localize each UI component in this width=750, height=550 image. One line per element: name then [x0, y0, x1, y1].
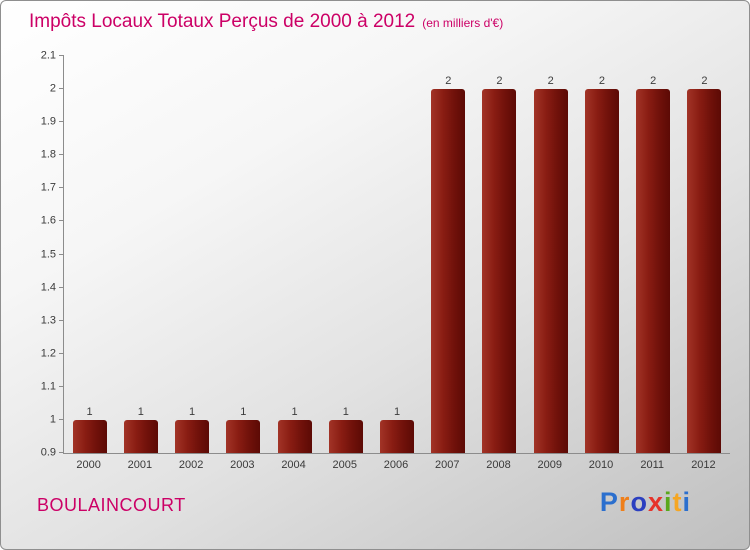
x-axis-label: 2003: [230, 459, 255, 471]
x-axis-label: 2011: [640, 459, 665, 471]
bar: [482, 89, 517, 453]
y-tick-label: 1.5: [40, 248, 56, 260]
y-tick-mark: [59, 319, 64, 321]
y-tick-mark: [59, 352, 64, 354]
bar-column: 1: [371, 56, 422, 453]
y-tick-mark: [59, 220, 64, 222]
x-axis-label: 2009: [537, 459, 562, 471]
commune-name: BOULAINCOURT: [37, 495, 186, 515]
bar-value-label: 1: [393, 405, 401, 418]
logo-letter: i: [682, 487, 691, 517]
bar: [277, 419, 312, 453]
chart-header: Impôts Locaux Totaux Perçus de 2000 à 20…: [29, 11, 503, 33]
logo-letter: x: [647, 487, 664, 517]
bar-column: 2: [423, 56, 474, 453]
y-tick-label: 1.6: [40, 214, 56, 227]
bar-column: 1: [115, 56, 166, 453]
x-axis-label: 2010: [588, 459, 614, 471]
y-tick-mark: [59, 286, 64, 288]
bar-value-label: 1: [137, 405, 144, 418]
bar-column: 2: [679, 56, 730, 453]
y-tick-mark: [59, 88, 64, 90]
y-tick-label: 1.4: [40, 281, 56, 294]
bar: [226, 419, 261, 453]
logo-letter: r: [618, 487, 631, 517]
chart-title: Impôts Locaux Totaux Perçus de 2000 à 20…: [29, 11, 416, 32]
y-tick-label: 2.1: [40, 49, 56, 62]
x-axis-label: 2008: [486, 459, 511, 471]
bar: [380, 419, 415, 453]
y-tick-label: 0.9: [40, 446, 56, 459]
bar-column: 1: [320, 56, 371, 453]
x-axis-label: 2002: [178, 459, 204, 471]
bar-value-label: 2: [701, 75, 708, 88]
bar: [72, 419, 107, 453]
x-axis-label: 2001: [127, 459, 153, 471]
bar-value-label: 2: [445, 75, 452, 88]
bar: [123, 419, 158, 453]
y-tick-mark: [59, 121, 64, 123]
bar-column: 1: [218, 56, 269, 453]
x-axis-label: 2012: [691, 459, 716, 471]
y-tick-label: 1.7: [40, 181, 56, 194]
proxiti-logo[interactable]: Proxiti: [600, 487, 691, 518]
y-tick-label: 1.8: [40, 148, 56, 161]
bar: [533, 89, 568, 453]
y-tick-mark: [59, 253, 64, 255]
y-tick-label: 1.3: [40, 314, 56, 327]
y-tick-mark: [59, 154, 64, 156]
bar-column: 2: [628, 56, 679, 453]
y-tick-mark: [59, 385, 64, 387]
bar-value-label: 1: [240, 405, 247, 418]
bar-value-label: 2: [650, 75, 657, 88]
x-axis: 2000 2001 2002 2003 2004 2005 2006 2007 2008 2009…: [63, 459, 729, 471]
x-axis-label: 2007: [435, 459, 460, 471]
bar-value-label: 1: [291, 405, 298, 418]
bar-value-label: 2: [547, 75, 554, 88]
y-tick-label: 1.1: [40, 380, 56, 393]
bar-column: 2: [474, 56, 525, 453]
y-tick-mark: [59, 187, 64, 189]
bar-value-label: 2: [496, 75, 503, 88]
bar-column: 1: [269, 56, 320, 453]
x-axis-label: 2004: [281, 459, 306, 471]
bar: [328, 419, 363, 453]
bar-value-label: 1: [86, 405, 93, 418]
bar-column: 2: [525, 56, 576, 453]
x-axis-label: 2000: [76, 459, 101, 471]
bar: [584, 89, 619, 453]
logo-letter: i: [663, 487, 673, 517]
logo-letter: P: [599, 487, 619, 517]
bar-column: 1: [166, 56, 217, 453]
logo-letter: t: [672, 487, 683, 517]
y-tick-label: 1.2: [40, 347, 56, 360]
y-tick-mark: [59, 418, 64, 420]
bar-column: 1: [64, 56, 115, 453]
y-tick-mark: [59, 452, 64, 453]
bar-column: 2: [576, 56, 627, 453]
bar: [687, 89, 722, 453]
bar-value-label: 1: [189, 405, 196, 418]
bars-container: 1 1 1 1 1 1 1 2 2 2 2 2 2: [64, 56, 730, 453]
bar: [175, 419, 210, 453]
bar-value-label: 2: [598, 75, 606, 88]
x-axis-label: 2006: [383, 459, 409, 471]
bar: [636, 89, 671, 453]
logo-letter: o: [630, 487, 648, 517]
y-tick-label: 2: [49, 82, 56, 95]
x-axis-label: 2005: [332, 459, 358, 471]
chart-subtitle: (en milliers d'€): [422, 16, 504, 30]
y-tick-mark: [59, 55, 64, 56]
y-tick-label: 1: [49, 413, 56, 426]
y-tick-label: 1.9: [40, 115, 56, 128]
bar: [431, 89, 466, 453]
bar-value-label: 1: [342, 405, 349, 418]
